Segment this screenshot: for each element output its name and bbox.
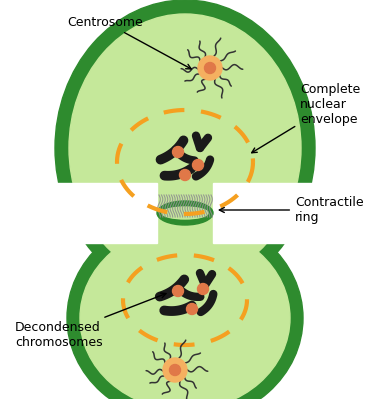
Circle shape [205, 63, 216, 73]
Text: Centrosome: Centrosome [67, 16, 191, 69]
Text: Decondensed
chromosomes: Decondensed chromosomes [15, 293, 166, 349]
Bar [213, 183, 389, 243]
Text: Complete
nuclear
envelope: Complete nuclear envelope [252, 83, 360, 153]
Circle shape [172, 286, 184, 296]
Ellipse shape [69, 14, 301, 282]
Circle shape [179, 170, 191, 180]
Circle shape [198, 284, 209, 294]
Circle shape [172, 146, 184, 158]
Text: Contractile
ring: Contractile ring [219, 196, 364, 224]
Circle shape [198, 56, 222, 80]
Circle shape [186, 304, 198, 314]
Circle shape [193, 160, 203, 170]
Circle shape [170, 365, 180, 375]
Circle shape [163, 358, 187, 382]
Bar [0, 183, 157, 243]
Ellipse shape [55, 0, 315, 296]
Ellipse shape [162, 207, 208, 219]
Ellipse shape [157, 201, 213, 225]
Ellipse shape [67, 213, 303, 399]
Ellipse shape [80, 226, 290, 399]
